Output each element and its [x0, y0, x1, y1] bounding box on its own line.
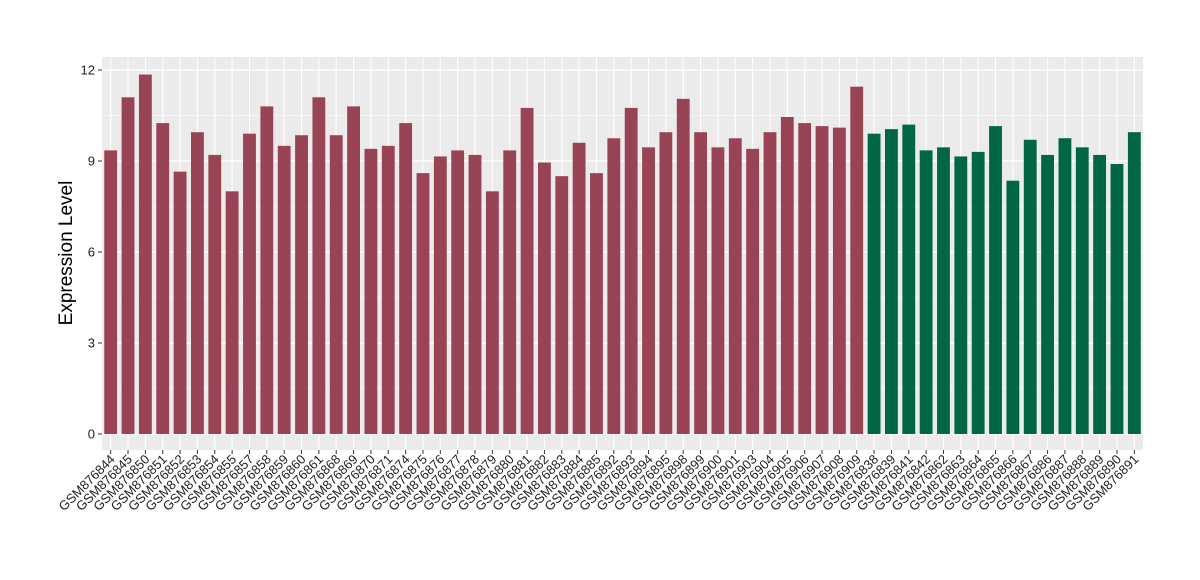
x-axis: GSM876844GSM876845GSM876850GSM876851GSM8… — [56, 450, 1141, 514]
bar-GSM876854 — [208, 154, 222, 434]
bar-GSM876891 — [1127, 132, 1141, 434]
bar-GSM876855 — [225, 191, 239, 434]
bar-GSM876881 — [520, 107, 534, 435]
bar-GSM876845 — [121, 97, 135, 435]
bar-GSM876863 — [954, 156, 968, 434]
bar-GSM876868 — [329, 135, 343, 434]
plot-panel — [102, 57, 1143, 450]
bar-GSM876909 — [850, 86, 864, 434]
bar-GSM876866 — [1006, 180, 1020, 434]
bar-GSM876852 — [173, 171, 187, 434]
bar-GSM876892 — [607, 138, 621, 434]
bar-GSM876890 — [1110, 164, 1124, 435]
bar-GSM876887 — [1058, 138, 1072, 434]
bar-GSM876888 — [1075, 147, 1089, 434]
bar-GSM876838 — [867, 133, 881, 434]
bar-GSM876862 — [937, 147, 950, 434]
bar-GSM876885 — [590, 173, 603, 434]
bar-GSM876876 — [433, 156, 447, 434]
bar-GSM876877 — [451, 150, 465, 434]
bar-GSM876871 — [381, 145, 395, 435]
bar-GSM876895 — [659, 132, 673, 434]
bar-GSM876905 — [780, 117, 794, 435]
bar-GSM876878 — [468, 154, 482, 434]
bar-GSM876882 — [538, 162, 551, 434]
y-tick-label: 0 — [88, 427, 95, 442]
bar-GSM876893 — [624, 107, 638, 435]
bar-GSM876841 — [902, 124, 916, 434]
bar-GSM876869 — [347, 106, 360, 435]
bar-GSM876861 — [312, 97, 326, 435]
bar-GSM876870 — [364, 148, 378, 434]
bar-GSM876906 — [798, 123, 812, 434]
bar-GSM876883 — [555, 176, 569, 434]
bar-GSM876851 — [156, 123, 170, 434]
bar-GSM876874 — [399, 123, 413, 434]
bar-GSM876886 — [1041, 154, 1054, 434]
bar-GSM876903 — [746, 148, 760, 434]
bar-GSM876853 — [191, 132, 204, 434]
bar-GSM876867 — [1023, 139, 1037, 434]
bar-GSM876894 — [642, 147, 655, 434]
bar-GSM876850 — [138, 74, 152, 435]
bar-GSM876880 — [503, 150, 517, 434]
bar-GSM876904 — [763, 132, 777, 434]
bar-GSM876901 — [728, 138, 742, 434]
y-tick-label: 12 — [81, 63, 95, 78]
y-axis-title: Expression Level — [56, 181, 77, 326]
bar-GSM876889 — [1093, 154, 1107, 434]
bar-GSM876884 — [572, 142, 586, 435]
bar-GSM876875 — [416, 173, 430, 434]
bars — [104, 74, 1141, 435]
bar-GSM876860 — [295, 135, 308, 434]
y-tick-label: 3 — [88, 336, 95, 351]
y-tick-label: 9 — [88, 154, 95, 169]
bar-GSM876864 — [971, 151, 985, 434]
bar-GSM876842 — [919, 150, 933, 434]
bar-GSM876907 — [815, 126, 829, 434]
bar-GSM876899 — [694, 132, 707, 434]
y-tick-label: 6 — [88, 245, 95, 260]
bar-GSM876900 — [711, 147, 725, 434]
bar-GSM876844 — [104, 150, 118, 434]
bar-GSM876857 — [243, 133, 256, 434]
y-axis: 0 3 6 9 12 — [81, 63, 102, 442]
bar-GSM876908 — [832, 127, 846, 434]
bar-GSM876898 — [676, 98, 690, 435]
bar-GSM876879 — [485, 191, 499, 434]
bar-GSM876859 — [277, 145, 291, 435]
bar-GSM876865 — [989, 126, 1002, 434]
bar-GSM876858 — [260, 106, 274, 435]
bar-GSM876839 — [885, 129, 898, 434]
